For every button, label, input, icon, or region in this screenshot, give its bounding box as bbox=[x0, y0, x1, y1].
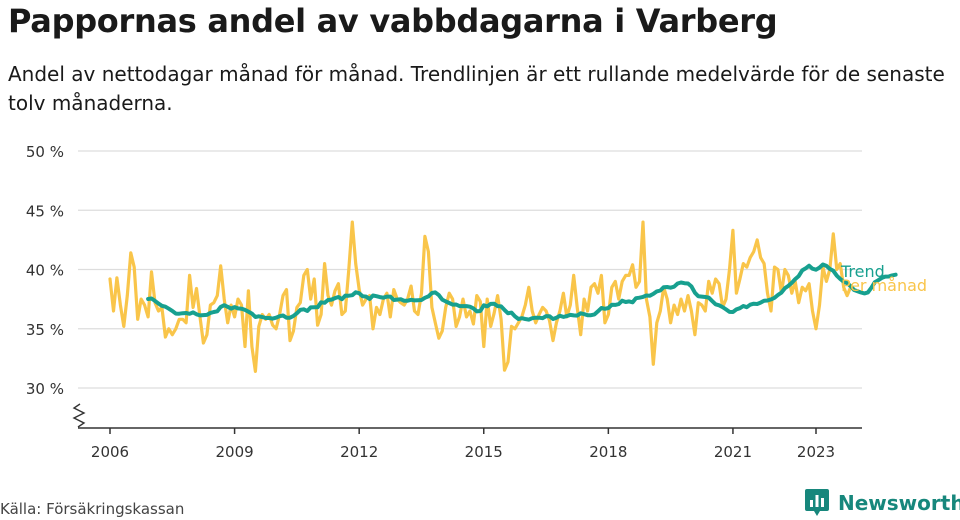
y-tick-label: 50 % bbox=[26, 143, 64, 161]
chart-subtitle: Andel av nettodagar månad för månad. Tre… bbox=[8, 62, 945, 115]
series-line-1 bbox=[146, 262, 898, 322]
y-axis-ticks: 30 % 35 % 40 % 45 % 50 % bbox=[26, 143, 86, 428]
x-tick-label: 2015 bbox=[465, 443, 503, 461]
series-line-0 bbox=[108, 220, 853, 373]
x-tick-label: 2009 bbox=[215, 443, 253, 461]
chart-title: Pappornas andel av vabbdagarna i Varberg bbox=[8, 2, 778, 40]
chart-series bbox=[108, 220, 898, 373]
source-note: Källa: Försäkringskassan bbox=[0, 500, 185, 518]
y-tick-label: 40 % bbox=[26, 262, 64, 280]
axis-break-icon bbox=[72, 403, 86, 428]
x-tick-label: 2023 bbox=[797, 443, 835, 461]
series-label-1: Trend bbox=[840, 262, 885, 281]
brand-name: Newsworthy bbox=[838, 491, 960, 515]
series-label-0: Per månad bbox=[841, 276, 927, 295]
x-tick-label: 2012 bbox=[340, 443, 378, 461]
x-tick-label: 2021 bbox=[714, 443, 752, 461]
gridlines bbox=[78, 150, 862, 389]
newsworthy-icon bbox=[805, 489, 829, 516]
x-tick-label: 2006 bbox=[91, 443, 129, 461]
y-tick-label: 45 % bbox=[26, 202, 64, 220]
x-tick-label: 2018 bbox=[589, 443, 627, 461]
brand-logo[interactable]: Newsworthy bbox=[804, 488, 960, 518]
x-axis: 2006 2009 2012 2015 2018 2021 2023 bbox=[78, 427, 862, 461]
y-tick-label: 30 % bbox=[26, 380, 64, 398]
y-tick-label: 35 % bbox=[26, 321, 64, 339]
